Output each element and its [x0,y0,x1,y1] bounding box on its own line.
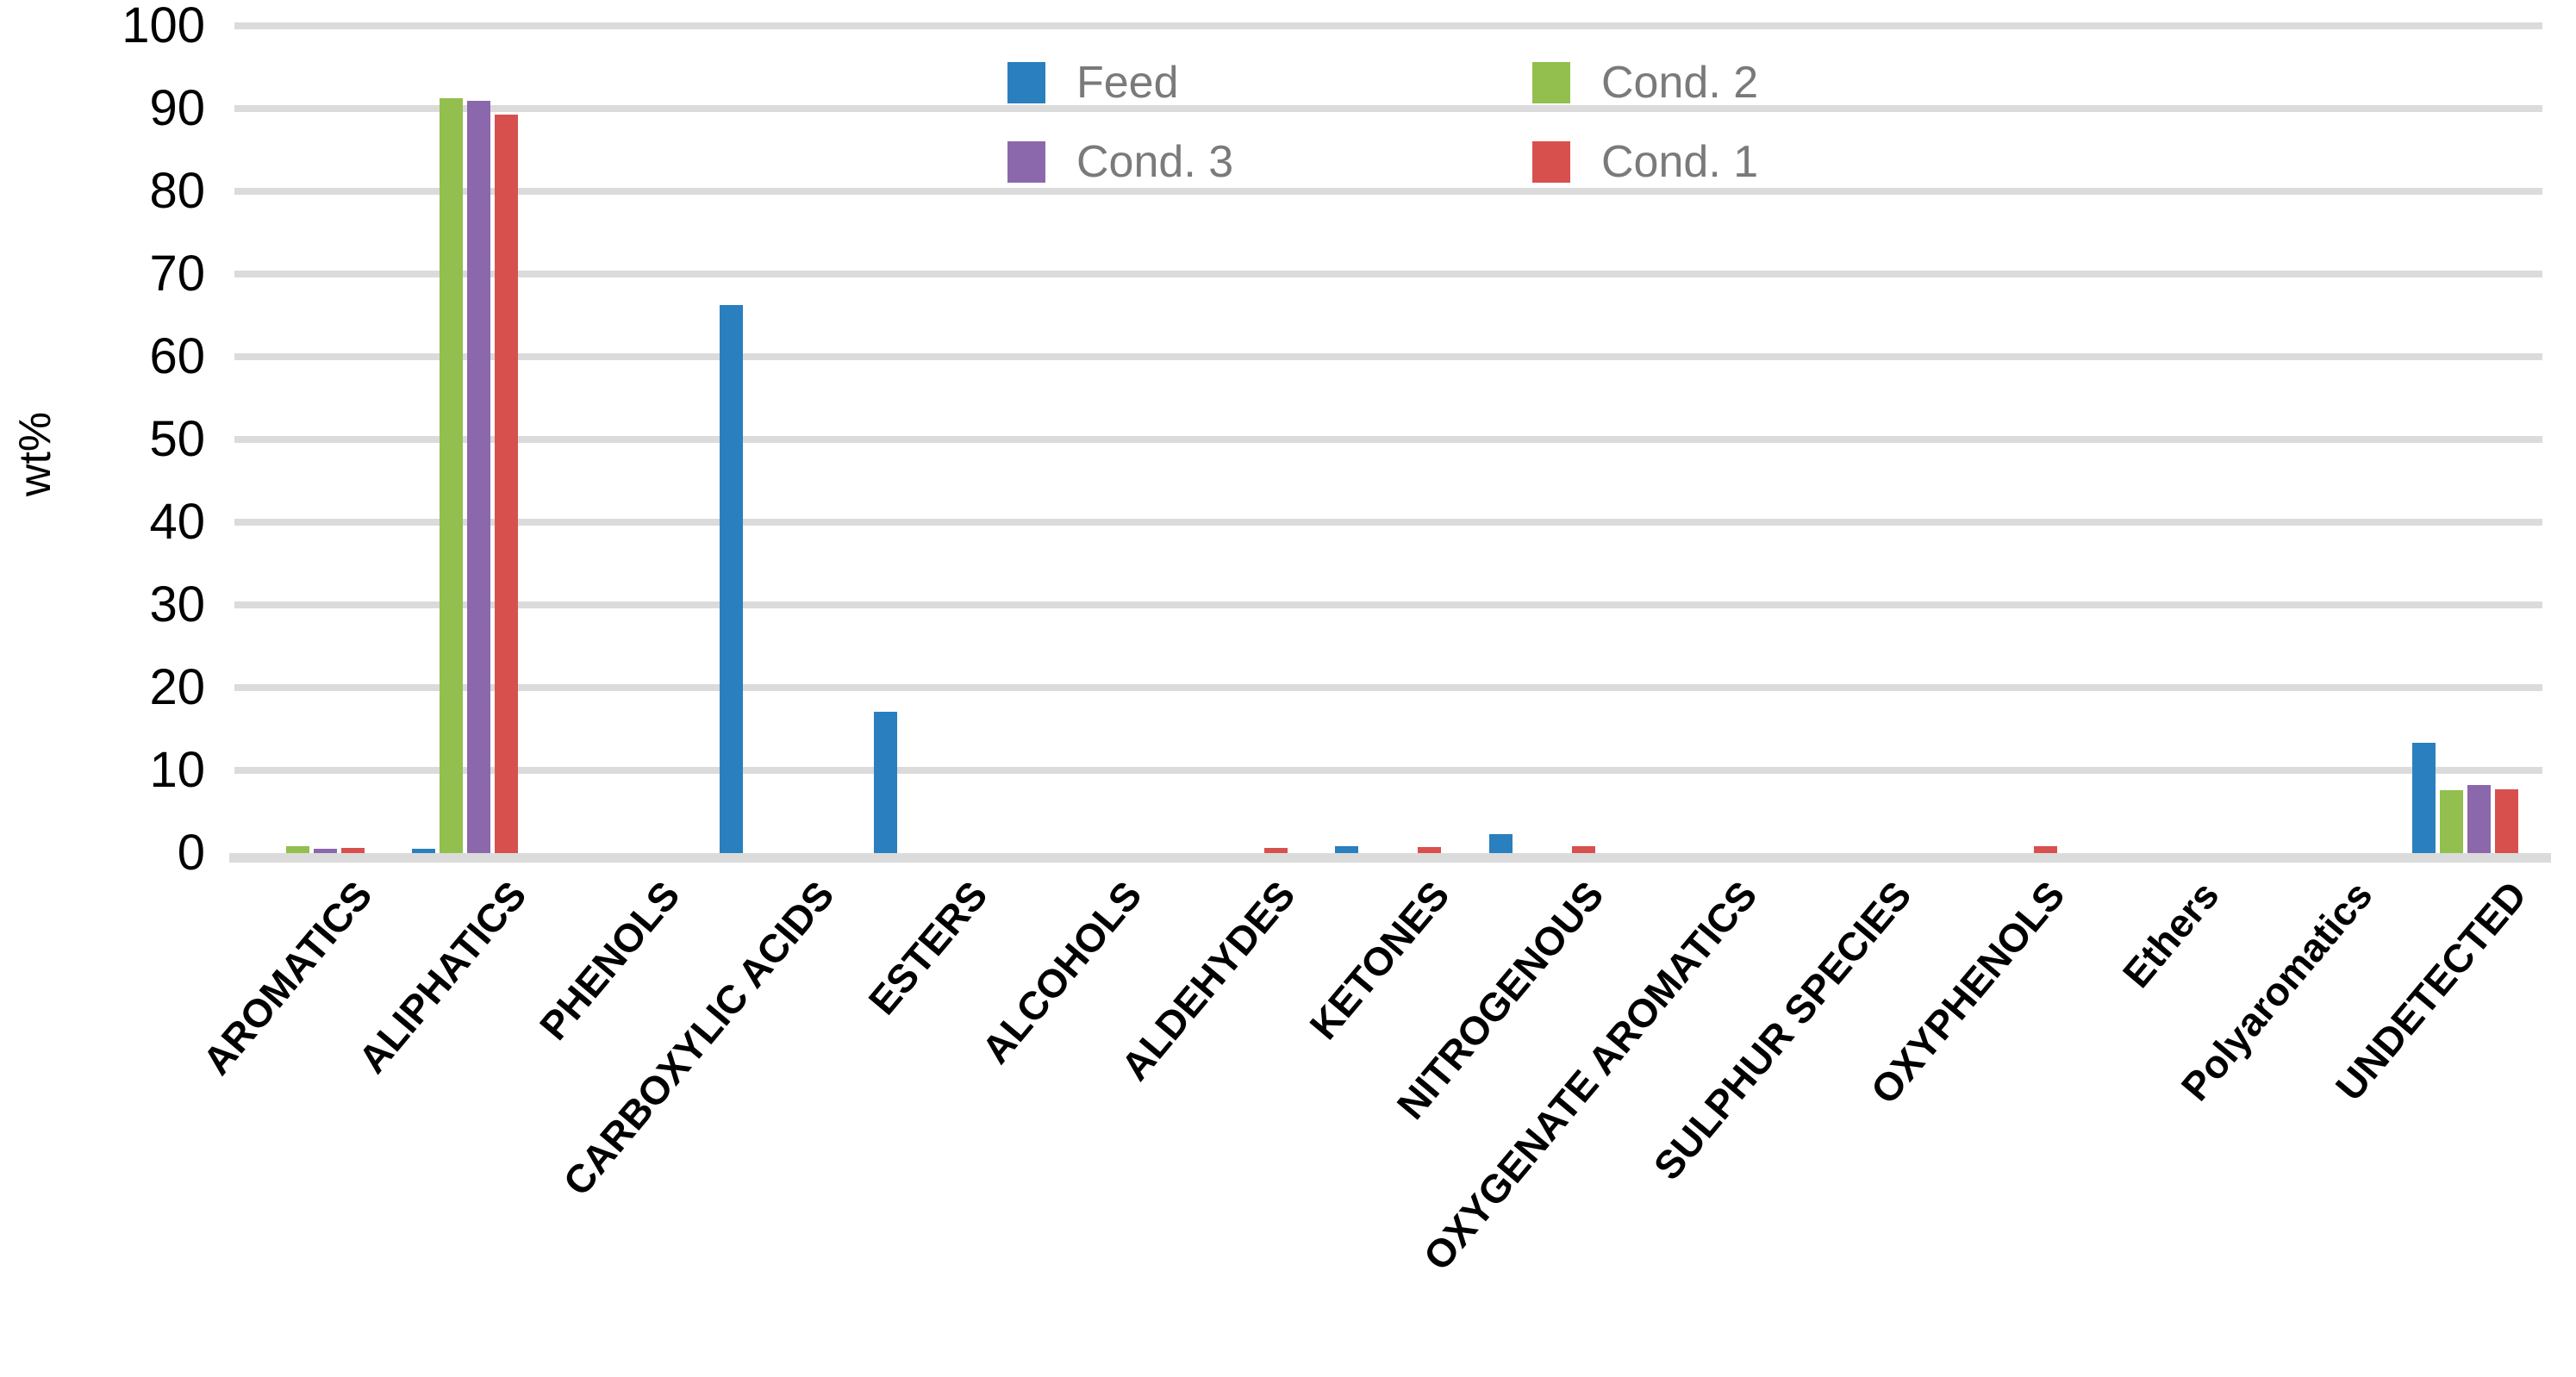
legend-item-cond-3: Cond. 3 [1007,140,1233,184]
gridline-10 [234,767,2542,774]
gridline-50 [234,436,2542,443]
legend-label: Cond. 2 [1601,58,1759,108]
y-tick-label: 100 [122,0,205,53]
bar-feed [412,849,436,853]
y-tick-label: 60 [149,328,205,384]
legend-item-cond-2: Cond. 2 [1532,60,1758,105]
bar-cond-3 [313,849,337,853]
legend-swatch [1007,62,1045,103]
bar-group-aliphatics [389,26,543,853]
bar-group-carboxylic-acids [696,26,851,853]
bar-group-aromatics [234,26,389,853]
gridline-20 [234,684,2542,691]
bar-cond-1 [1263,848,1288,853]
x-axis-label-anchor: UNDETECTED [2326,872,2576,1109]
gridline-40 [234,519,2542,526]
y-tick-label: 10 [149,742,205,798]
y-tick-label: 0 [177,825,205,881]
bar-feed [720,305,744,853]
bar-cond-1 [2495,789,2519,853]
y-tick-label: 20 [149,659,205,715]
y-tick-label: 50 [149,411,205,467]
bar-feed [2412,743,2436,853]
gridline-100 [234,22,2542,29]
bar-cond-1 [1572,846,1596,853]
bar-cond-1 [495,114,519,853]
legend-label: Feed [1076,58,1179,108]
bar-cond-2 [440,98,464,853]
bar-cond-3 [2467,785,2492,853]
bar-group-oxyphenols [1927,26,2081,853]
gridline-80 [234,188,2542,195]
legend-swatch [1532,141,1570,183]
bar-group-undetected [2388,26,2542,853]
y-tick-label: 70 [149,246,205,302]
legend-swatch [1007,141,1045,183]
bar-feed [873,711,897,853]
y-tick-label: 80 [149,163,205,219]
y-axis-tick-labels: 0 10 20 30 40 50 60 70 80 90 100 [0,0,205,913]
gridline-70 [234,271,2542,277]
legend-label: Cond. 3 [1076,137,1234,187]
x-axis-category-labels: AROMATICS ALIPHATICS PHENOLS CARBOXYLIC ACI… [194,872,2542,1377]
legend-item-cond-1: Cond. 1 [1532,140,1758,184]
y-tick-label: 90 [149,80,205,136]
bar-feed [1489,833,1513,853]
gridline-90 [234,105,2542,112]
bar-cond-2 [2440,790,2464,853]
bar-cond-1 [1418,847,1442,853]
bar-feed [1335,846,1359,853]
y-tick-label: 30 [149,576,205,632]
bar-group-aldehydes [1157,26,1312,853]
legend-item-feed: Feed [1007,60,1179,105]
gridline-60 [234,353,2542,360]
x-axis-label: CARBOXYLIC ACIDS [554,872,843,1205]
bar-group-esters [850,26,1004,853]
x-axis-label-anchor: Ethers [2113,872,2316,996]
bar-group-nitrogenous [1465,26,1619,853]
x-axis-label: SULPHUR SPECIES [1644,872,1920,1188]
legend-label: Cond. 1 [1601,137,1759,187]
plot-area [229,22,2551,863]
bar-cond-3 [467,101,491,853]
legend: Feed Cond. 2 Cond. 3 Cond. 1 [0,0,2576,224]
bar-cond-1 [340,848,365,853]
bar-group-ketones [1312,26,1466,853]
bars-container [234,26,2542,853]
legend-swatch [1532,62,1570,103]
gridline-30 [234,601,2542,608]
y-tick-label: 40 [149,494,205,550]
x-axis-line [229,853,2551,863]
bar-cond-1 [2033,846,2057,853]
bar-cond-2 [285,846,309,853]
